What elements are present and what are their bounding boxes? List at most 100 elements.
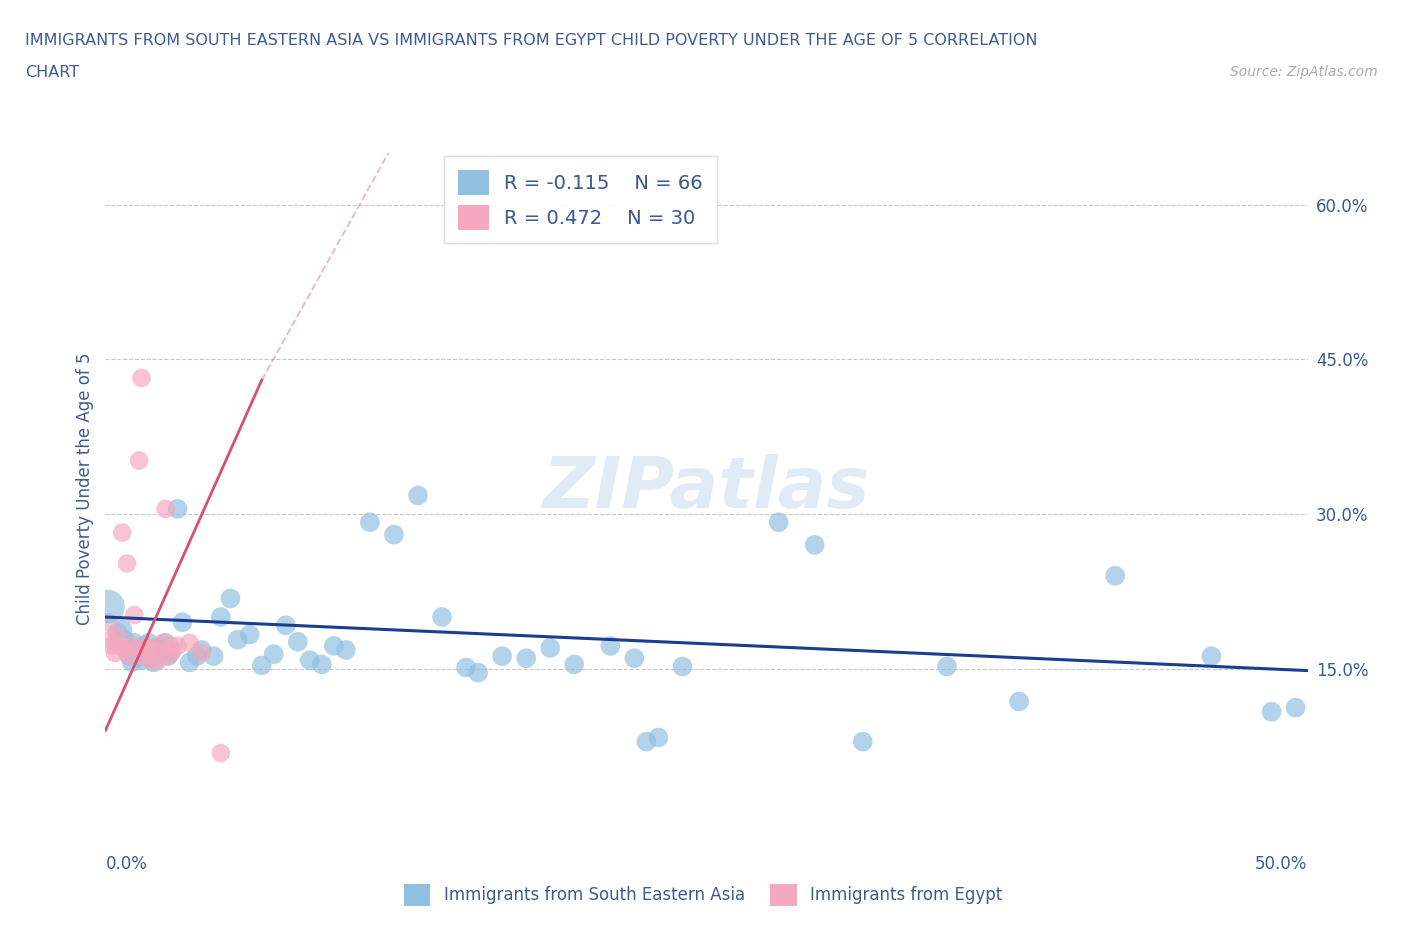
Point xyxy=(623,651,645,666)
Point xyxy=(335,643,357,658)
Point xyxy=(190,643,212,658)
Point xyxy=(263,646,285,661)
Point xyxy=(538,641,561,656)
Point xyxy=(454,660,477,675)
Point xyxy=(121,638,143,653)
Point xyxy=(1201,649,1223,664)
Point xyxy=(1284,700,1306,715)
Point xyxy=(803,538,825,552)
Point xyxy=(155,501,177,516)
Point xyxy=(1104,568,1126,583)
Point xyxy=(172,615,194,630)
Point xyxy=(115,556,138,571)
Point xyxy=(515,651,537,666)
Point xyxy=(111,622,134,637)
Point xyxy=(166,501,188,516)
Point xyxy=(298,653,321,668)
Point xyxy=(202,649,225,664)
Point xyxy=(159,645,181,660)
Point xyxy=(768,515,790,530)
Text: IMMIGRANTS FROM SOUTH EASTERN ASIA VS IMMIGRANTS FROM EGYPT CHILD POVERTY UNDER : IMMIGRANTS FROM SOUTH EASTERN ASIA VS IM… xyxy=(25,33,1038,47)
Point xyxy=(148,646,170,661)
Point xyxy=(124,607,146,622)
Point xyxy=(107,625,129,640)
Point xyxy=(322,638,344,653)
Point xyxy=(159,638,181,653)
Text: Source: ZipAtlas.com: Source: ZipAtlas.com xyxy=(1230,65,1378,79)
Point xyxy=(162,643,184,658)
Point xyxy=(98,632,121,647)
Point xyxy=(226,632,249,647)
Point xyxy=(132,638,155,653)
Point xyxy=(671,659,693,674)
Point xyxy=(97,599,120,614)
Point xyxy=(111,525,134,540)
Text: 0.0%: 0.0% xyxy=(105,856,148,873)
Point xyxy=(382,527,405,542)
Point xyxy=(145,641,167,656)
Point xyxy=(118,649,141,664)
Text: CHART: CHART xyxy=(25,65,79,80)
Point xyxy=(139,651,162,666)
Point xyxy=(139,653,162,668)
Point xyxy=(467,665,489,680)
Text: ZIPatlas: ZIPatlas xyxy=(543,454,870,523)
Point xyxy=(209,746,232,761)
Point xyxy=(108,635,131,650)
Point xyxy=(114,632,136,647)
Point xyxy=(647,730,669,745)
Point xyxy=(152,635,174,650)
Point xyxy=(97,615,120,630)
Point xyxy=(562,657,585,671)
Point xyxy=(190,645,212,660)
Point xyxy=(936,659,959,674)
Point xyxy=(128,453,150,468)
Point xyxy=(138,635,160,650)
Point xyxy=(135,638,157,653)
Point xyxy=(430,609,453,624)
Point xyxy=(311,657,333,671)
Point xyxy=(104,645,127,660)
Point xyxy=(125,643,148,658)
Point xyxy=(239,627,262,642)
Point xyxy=(491,649,513,664)
Point xyxy=(101,638,124,653)
Point xyxy=(131,653,153,668)
Point xyxy=(250,658,273,673)
Point xyxy=(166,638,188,653)
Point xyxy=(219,591,242,606)
Point xyxy=(156,649,179,664)
Point xyxy=(636,734,658,749)
Legend: R = -0.115    N = 66, R = 0.472    N = 30: R = -0.115 N = 66, R = 0.472 N = 30 xyxy=(444,156,717,244)
Point xyxy=(138,643,160,658)
Point xyxy=(274,618,297,632)
Point xyxy=(1260,704,1282,719)
Point xyxy=(108,638,131,653)
Point xyxy=(179,655,201,670)
Point xyxy=(125,643,148,658)
Point xyxy=(142,643,165,658)
Legend: Immigrants from South Eastern Asia, Immigrants from Egypt: Immigrants from South Eastern Asia, Immi… xyxy=(396,878,1010,912)
Point xyxy=(179,635,201,650)
Point xyxy=(148,653,170,668)
Point xyxy=(132,649,155,664)
Point xyxy=(599,638,621,653)
Point xyxy=(128,649,150,664)
Point xyxy=(121,655,143,670)
Point xyxy=(287,634,309,649)
Point xyxy=(124,635,146,650)
Point xyxy=(107,628,129,643)
Point xyxy=(149,641,172,656)
Point xyxy=(118,649,141,664)
Point xyxy=(359,515,381,530)
Point xyxy=(142,655,165,670)
Point xyxy=(114,643,136,658)
Point xyxy=(115,643,138,658)
Y-axis label: Child Poverty Under the Age of 5: Child Poverty Under the Age of 5 xyxy=(76,352,94,625)
Point xyxy=(135,645,157,660)
Point xyxy=(852,734,875,749)
Point xyxy=(209,609,232,624)
Point xyxy=(186,649,208,664)
Point xyxy=(131,370,153,385)
Point xyxy=(1008,694,1031,709)
